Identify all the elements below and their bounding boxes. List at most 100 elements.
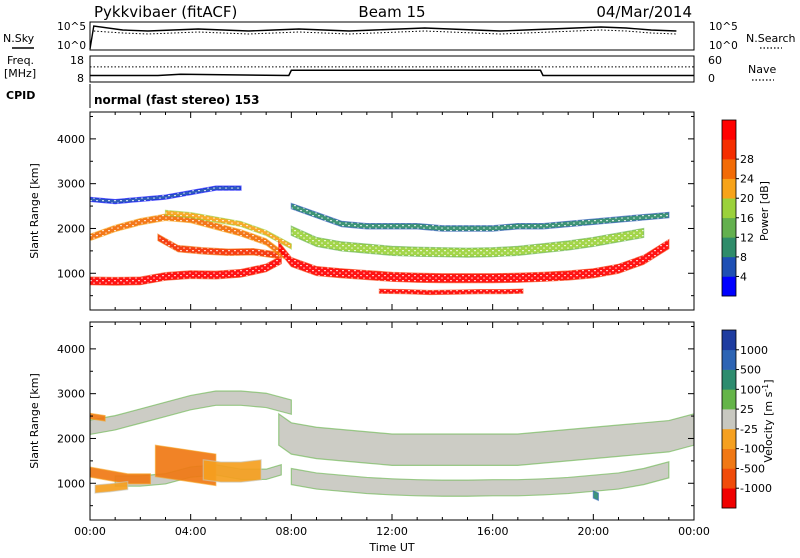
noise-panel — [89, 21, 695, 51]
y-tick-label: 3000 — [57, 178, 85, 191]
colorbar-tick-label: 24 — [740, 173, 754, 186]
colorbar-segment — [722, 428, 736, 449]
nave-tick-low: 0 — [708, 72, 715, 85]
x-tick-label: 04:00 — [175, 525, 207, 538]
nsky-label: N.Sky — [3, 32, 35, 45]
freq-tick-low: 8 — [77, 72, 84, 85]
freq-panel — [89, 55, 695, 83]
scatter-band-texture — [90, 186, 241, 204]
colorbar-tick-label: 1000 — [740, 344, 768, 357]
velocity-axes: 00:00 04:00 08:00 12:00 16:00 20:00 00:00 1000 2… — [57, 322, 710, 538]
colorbar-tick-label: -100 — [740, 443, 765, 456]
freq-nave-series — [90, 66, 694, 77]
power-axes: 1000 2000 3000 4000 — [57, 112, 695, 310]
scatter-band-texture — [291, 226, 644, 258]
velocity-colorbar-label: Velocity [m s-1] — [761, 379, 775, 462]
station-title: Pykkvibaer (fitACF) — [94, 3, 237, 21]
velocity-colorbar: 1000 500 100 25 -25 -100 -500 -1000 — [721, 329, 772, 509]
nave-tick-high: 60 — [708, 54, 722, 67]
scatter-band — [154, 444, 217, 487]
scatter-band-texture — [165, 210, 292, 249]
freq-tick-high: 18 — [70, 54, 84, 67]
time-axis-label: Time UT — [368, 541, 414, 554]
x-tick-label: 16:00 — [477, 525, 509, 538]
colorbar-tick-label: 8 — [740, 251, 747, 264]
y-tick-label: 1000 — [57, 267, 85, 280]
colorbar-segment — [722, 468, 736, 489]
colorbar-frame — [721, 329, 737, 509]
cpid-label: CPID — [6, 89, 35, 102]
x-tick-label: 20:00 — [577, 525, 609, 538]
velocity-colorbar-label-end: ] — [762, 379, 775, 383]
colorbar-segment — [722, 389, 736, 410]
freq-line — [90, 69, 694, 77]
colorbar-segment — [722, 409, 736, 430]
scatter-band-texture — [379, 289, 523, 295]
nsearch-line — [93, 29, 677, 35]
colorbar-tick-label: 16 — [740, 212, 754, 225]
y-tick-label: 1000 — [57, 477, 85, 490]
scatter-band — [278, 412, 694, 466]
scatter-band — [90, 412, 106, 422]
colorbar-segment — [722, 330, 736, 351]
power-colorbar: 4 8 12 16 20 24 28 — [721, 119, 754, 297]
colorbar-tick-label: -500 — [740, 462, 765, 475]
colorbar-tick-label: 4 — [740, 270, 747, 283]
noise-tick-right-low: 10^0 — [709, 40, 738, 52]
y-tick-label: 3000 — [57, 388, 85, 401]
velocity-colorbar-label-sup: -1 — [761, 384, 770, 392]
colorbar-frame — [721, 119, 737, 297]
scatter-band-texture — [291, 203, 669, 232]
date-title: 04/Mar/2014 — [596, 3, 692, 21]
colorbar-segment — [722, 237, 736, 258]
scatter-band — [202, 459, 262, 483]
colorbar-tick-label: -25 — [740, 423, 758, 436]
colorbar-segment — [722, 276, 736, 297]
colorbar-tick-label: 25 — [740, 403, 754, 416]
scatter-band-texture — [90, 256, 282, 286]
noise-tick-left-high: 10^5 — [57, 21, 86, 33]
noise-tick-left-low: 10^0 — [57, 40, 86, 52]
x-tick-label: 12:00 — [376, 525, 408, 538]
colorbar-segment — [722, 448, 736, 469]
scatter-band-texture — [278, 239, 669, 283]
nsearch-label: N.Search — [746, 32, 796, 45]
colorbar-segment — [722, 159, 736, 179]
y-tick-label: 4000 — [57, 133, 85, 146]
scatter-band — [94, 480, 129, 494]
freq-label: Freq. — [7, 54, 34, 67]
scatter-band — [290, 460, 670, 497]
colorbar-segment — [722, 178, 736, 199]
colorbar-tick-label: 12 — [740, 231, 754, 244]
scatter-band-texture — [90, 214, 284, 259]
y-tick-label: 4000 — [57, 343, 85, 356]
colorbar-tick-label: 100 — [740, 383, 761, 396]
colorbar-tick-label: -1000 — [740, 482, 772, 495]
colorbar-segment — [722, 349, 736, 370]
scatter-band — [90, 466, 151, 485]
scatter-band — [592, 489, 599, 502]
mode-text: normal (fast stereo) 153 — [94, 93, 260, 107]
scatter-band-texture — [157, 234, 279, 259]
y-tick-label: 2000 — [57, 432, 85, 445]
nsky-line — [89, 25, 677, 50]
colorbar-segment — [722, 198, 736, 219]
x-tick-label: 00:00 — [678, 525, 710, 538]
velocity-ylabel: Slant Range [km] — [28, 373, 41, 469]
colorbar-tick-label: 20 — [740, 192, 754, 205]
colorbar-tick-label: 28 — [740, 153, 754, 166]
power-ylabel: Slant Range [km] — [28, 163, 41, 259]
beam-title: Beam 15 — [358, 3, 425, 21]
colorbar-segment — [722, 139, 736, 160]
noise-tick-right-high: 10^5 — [709, 21, 738, 33]
x-tick-label: 08:00 — [275, 525, 307, 538]
noise-series — [89, 25, 677, 50]
colorbar-segment — [722, 120, 736, 140]
freq-unit-label: [MHz] — [4, 67, 36, 80]
colorbar-tick-label: 500 — [740, 364, 761, 377]
velocity-heatmap — [90, 390, 694, 502]
scatter-band — [90, 390, 292, 436]
nave-label: Nave — [748, 63, 776, 76]
